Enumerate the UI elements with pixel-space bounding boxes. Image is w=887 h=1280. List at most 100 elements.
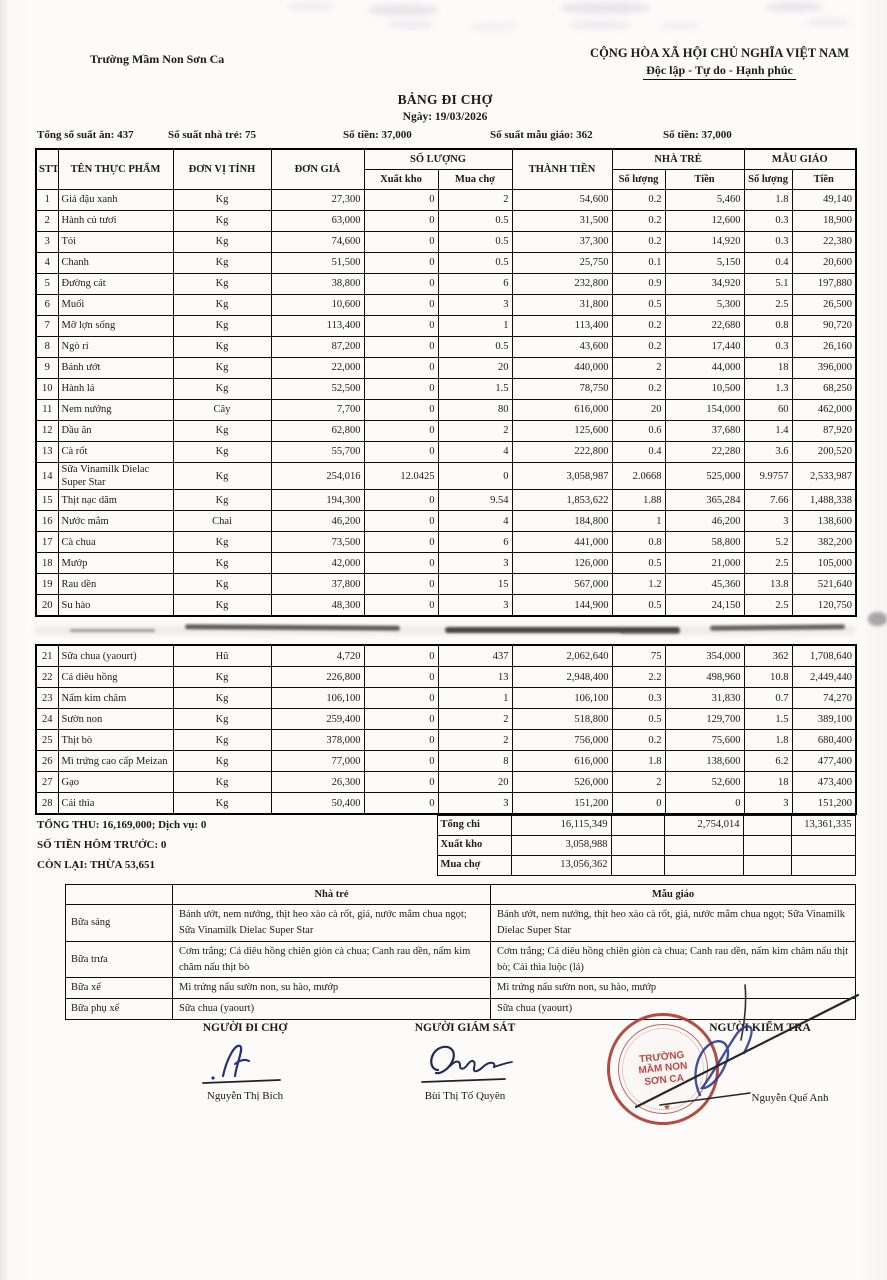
cell-mgq: 13.8 xyxy=(743,573,793,596)
cell-mgq: 0.8 xyxy=(743,315,793,337)
cell-ntm: 37,680 xyxy=(664,420,745,442)
cell-ntq: 0.2 xyxy=(611,729,666,752)
cell-mgm: 382,200 xyxy=(791,531,857,554)
cell-ntq: 0 xyxy=(611,792,666,815)
cell-xk: 0 xyxy=(363,708,439,731)
meal-kindergarten: Cơm trắng; Cá diêu hồng chiên giòn cà ch… xyxy=(490,940,856,979)
cell-tt: 2,948,400 xyxy=(511,666,613,689)
nursery-expense-value: 2,754,014 xyxy=(663,815,744,837)
previous-money-label: SỐ TIỀN HÔM TRƯỚC: 0 xyxy=(37,839,167,852)
cell-mc: 0.5 xyxy=(437,336,513,358)
cell-mgm: 200,520 xyxy=(791,441,857,463)
cell-unit: Kg xyxy=(172,792,272,815)
cell-mgq: 60 xyxy=(743,399,793,421)
cell-mc: 15 xyxy=(437,573,513,596)
table-row: 24 Sườn non Kg 259,400 0 2 518,800 0.5 129,700 1.… xyxy=(35,708,857,731)
col-kindergarten-money: Tiền xyxy=(791,169,857,190)
totals-block: TỔNG THU: 16,169,000; Dịch vụ: 0 Tổng ch… xyxy=(35,815,856,877)
col-warehouse-out: Xuất kho xyxy=(363,169,439,190)
cell-name: Thịt bò xyxy=(57,729,174,752)
cell-xk: 0 xyxy=(363,252,439,274)
cell-xk: 0 xyxy=(363,357,439,379)
empty-cell xyxy=(65,884,173,906)
grocery-table-page2: 21 Sữa chua (yaourt) Hũ 4,720 0 437 2,062,640 7… xyxy=(35,644,857,816)
table-row: 11 Nem nướng Cây 7,700 0 80 616,000 20 154,000 60… xyxy=(35,399,857,421)
cell-unit: Kg xyxy=(172,573,272,596)
cell-mgm: 1,708,640 xyxy=(791,644,857,668)
cell-mgm: 2,449,440 xyxy=(791,666,857,689)
cell-price: 37,800 xyxy=(270,573,365,596)
cell-unit: Kg xyxy=(172,441,272,463)
cell-tt: 31,800 xyxy=(511,294,613,316)
cell-mgq: 10.8 xyxy=(743,666,793,689)
cell-mc: 3 xyxy=(437,294,513,316)
cell-stt: 3 xyxy=(35,231,59,253)
cell-mgm: 20,600 xyxy=(791,252,857,274)
cell-tt: 440,000 xyxy=(511,357,613,379)
menu-row-lunch: Bữa trưa Cơm trắng; Cá diêu hồng chiên g… xyxy=(65,940,856,979)
cell-ntq: 20 xyxy=(611,399,666,421)
cell-stt: 10 xyxy=(35,378,59,400)
cell-price: 113,400 xyxy=(270,315,365,337)
totals-row-market: CÒN LẠI: THỪA 53,651 Mua chợ 13,056,362 xyxy=(35,855,856,877)
empty-cell xyxy=(610,855,665,877)
table-row: 20 Su hào Kg 48,300 0 3 144,900 0.5 24,150 2.5 120… xyxy=(35,594,857,617)
cell-ntq: 0.8 xyxy=(611,531,666,554)
cell-mgq: 0.3 xyxy=(743,336,793,358)
cell-mgm: 105,000 xyxy=(791,552,857,575)
kindergarten-servings: Số suất mẫu giáo: 362 xyxy=(490,129,593,141)
cell-mc: 20 xyxy=(437,771,513,794)
remaining-label: CÒN LẠI: THỪA 53,651 xyxy=(37,859,155,872)
cell-name: Giá đậu xanh xyxy=(57,189,174,211)
grocery-table-page1: STT TÊN THỰC PHẨM ĐƠN VỊ TÍNH ĐƠN GIÁ SỐ… xyxy=(35,148,858,618)
empty-cell xyxy=(742,815,792,837)
cell-price: 77,000 xyxy=(270,750,365,773)
cell-mgm: 197,880 xyxy=(791,273,857,295)
menu-col-nursery: Nhà trẻ xyxy=(172,884,491,906)
cell-price: 50,400 xyxy=(270,792,365,815)
cell-mgq: 2.5 xyxy=(743,594,793,617)
cell-xk: 0 xyxy=(363,552,439,575)
cell-tt: 37,300 xyxy=(511,231,613,253)
cell-price: 55,700 xyxy=(270,441,365,463)
warehouse-out-value: 3,058,988 xyxy=(510,835,612,857)
cell-mgm: 389,100 xyxy=(791,708,857,731)
cell-name: Hành củ tươi xyxy=(57,210,174,232)
table-row: 18 Mướp Kg 42,000 0 3 126,000 0.5 21,000 2.5 105,0… xyxy=(35,552,857,575)
buyer-signature-icon xyxy=(202,1044,281,1084)
cell-tt: 25,750 xyxy=(511,252,613,274)
cell-price: 74,600 xyxy=(270,231,365,253)
menu-col-kindergarten: Mẫu giáo xyxy=(490,884,856,906)
cell-stt: 15 xyxy=(35,489,59,512)
cell-xk: 0 xyxy=(363,489,439,512)
table-row: 16 Nước mắm Chai 46,200 0 4 184,800 1 46,200 3 138… xyxy=(35,510,857,533)
meal-label: Bữa trưa xyxy=(65,940,173,979)
cell-unit: Kg xyxy=(172,666,272,689)
col-stt: STT xyxy=(35,148,59,190)
cell-unit: Kg xyxy=(172,461,272,491)
cell-price: 194,300 xyxy=(270,489,365,512)
cell-tt: 3,058,987 xyxy=(511,461,613,491)
page-title: BẢNG ĐI CHỢ xyxy=(397,92,493,107)
cell-tt: 232,800 xyxy=(511,273,613,295)
nursery-money: Số tiền: 37,000 xyxy=(343,129,412,141)
empty-cell xyxy=(742,855,792,877)
cell-unit: Chai xyxy=(172,510,272,533)
cell-ntq: 1.2 xyxy=(611,573,666,596)
cell-ntm: 12,600 xyxy=(664,210,745,232)
cell-price: 7,700 xyxy=(270,399,365,421)
cell-ntm: 154,000 xyxy=(664,399,745,421)
cell-ntq: 0.5 xyxy=(611,708,666,731)
cell-tt: 756,000 xyxy=(511,729,613,752)
cell-unit: Kg xyxy=(172,210,272,232)
cell-unit: Kg xyxy=(172,708,272,731)
meal-nursery: Bánh ướt, nem nướng, thịt heo xào cà rốt… xyxy=(172,904,491,942)
cell-name: Rau dền xyxy=(57,573,174,596)
cell-mgm: 396,000 xyxy=(791,357,857,379)
cell-ntm: 52,600 xyxy=(664,771,745,794)
cell-xk: 0 xyxy=(363,666,439,689)
table-row: 22 Cá diêu hồng Kg 226,800 0 13 2,948,400 2.2 49… xyxy=(35,666,857,689)
cell-ntq: 75 xyxy=(611,644,666,668)
cell-unit: Kg xyxy=(172,420,272,442)
cell-xk: 0 xyxy=(363,231,439,253)
